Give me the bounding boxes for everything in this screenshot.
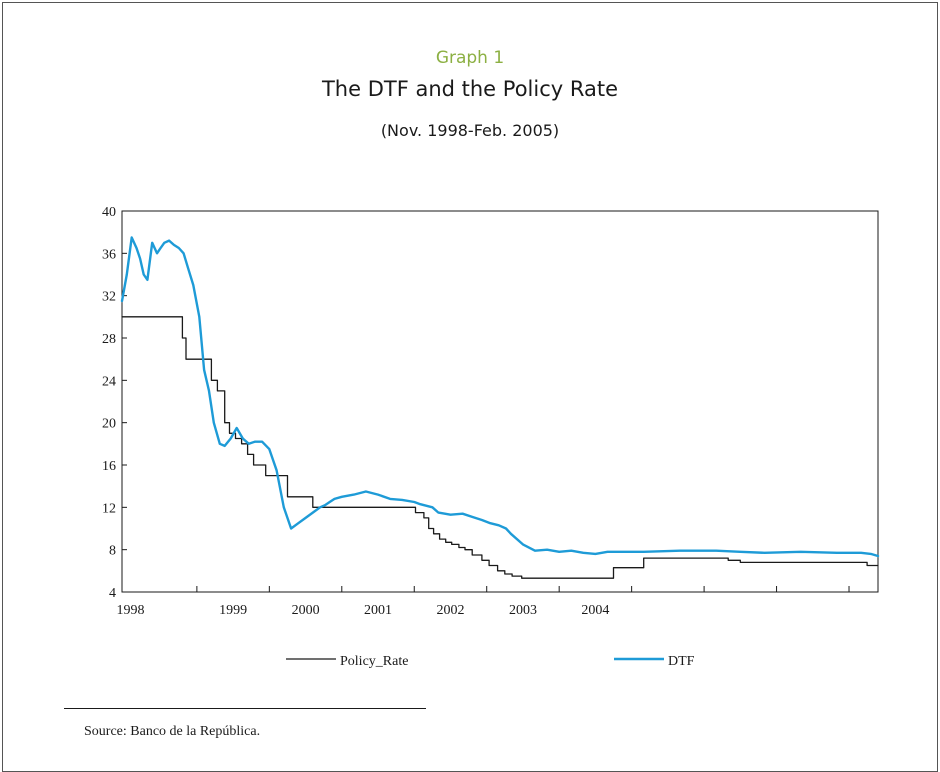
x-tick-label: 2002 <box>436 603 464 618</box>
y-tick-label: 4 <box>109 586 116 601</box>
legend-label-policy-rate: Policy_Rate <box>340 654 408 669</box>
y-axis: 4 8 12 16 20 24 28 32 36 40 <box>102 205 127 601</box>
y-tick-label: 8 <box>109 544 116 559</box>
y-tick-label: 28 <box>102 332 116 347</box>
x-axis: 1998 1999 2000 2001 2002 2003 2004 <box>116 586 850 618</box>
y-tick-label: 16 <box>102 459 116 474</box>
x-tick-label: 2001 <box>364 603 392 618</box>
chart-subtitle: (Nov. 1998-Feb. 2005) <box>380 121 560 140</box>
x-tick-label: 1998 <box>116 603 144 618</box>
x-tick-label: 2003 <box>509 603 537 618</box>
x-tick-label: 1999 <box>219 603 247 618</box>
legend-label-dtf: DTF <box>668 654 695 669</box>
y-tick-label: 40 <box>102 205 116 220</box>
x-tick-label: 2000 <box>292 603 320 618</box>
y-tick-label: 12 <box>102 501 116 516</box>
source-note: Source: Banco de la República. <box>84 724 261 739</box>
y-tick-label: 32 <box>102 290 116 305</box>
legend: Policy_Rate DTF <box>286 654 695 669</box>
x-tick-label: 2004 <box>581 603 609 618</box>
source-divider <box>64 708 426 709</box>
y-tick-label: 20 <box>102 417 116 432</box>
series-layer <box>120 236 880 579</box>
series-line-policy-rate <box>121 316 879 579</box>
series-line-dtf <box>120 236 880 558</box>
y-tick-label: 24 <box>102 374 116 389</box>
graph-number: Graph 1 <box>435 48 505 68</box>
plot-area <box>121 210 879 593</box>
y-tick-label: 36 <box>102 247 116 262</box>
chart-title: The DTF and the Policy Rate <box>321 77 619 101</box>
